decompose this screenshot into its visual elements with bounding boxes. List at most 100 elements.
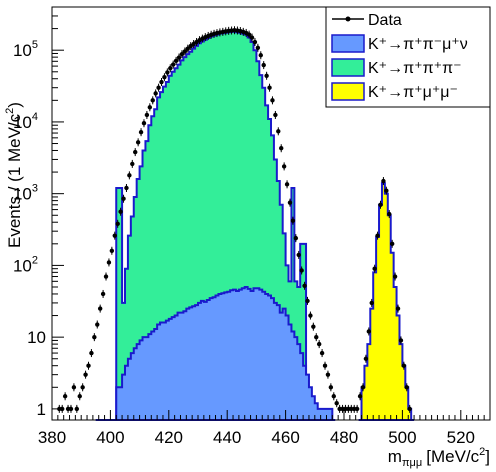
y-tick-label-base: 1 xyxy=(37,400,46,419)
data-point xyxy=(325,372,331,377)
y-tick-label-base: 10 xyxy=(13,185,32,204)
data-point xyxy=(252,39,258,45)
data-point xyxy=(106,260,112,265)
data-point xyxy=(127,173,132,178)
data-point xyxy=(74,406,80,412)
data-point xyxy=(276,129,281,134)
data-point xyxy=(387,211,392,217)
data-point xyxy=(255,45,261,50)
x-axis-title-sub: πμμ xyxy=(402,457,422,469)
data-point xyxy=(179,51,185,57)
x-tick-label: 480 xyxy=(330,428,358,447)
data-point xyxy=(162,75,167,80)
legend-label: Data xyxy=(368,12,402,29)
histogram-k2pimunu xyxy=(95,286,336,421)
data-point xyxy=(369,300,374,306)
x-axis-title-unit: [MeV/c xyxy=(426,447,479,466)
data-point xyxy=(316,341,322,347)
data-point xyxy=(89,350,94,356)
histogram-kpimumu xyxy=(358,182,415,421)
data-point xyxy=(124,185,129,191)
y-tick-label-base: 10 xyxy=(13,113,32,132)
legend-data-marker xyxy=(345,16,351,22)
data-point xyxy=(319,350,325,356)
data-point xyxy=(103,274,109,279)
data-point xyxy=(147,105,153,110)
data-point xyxy=(141,121,147,126)
y-tick-label-exp: 4 xyxy=(32,111,38,123)
data-point xyxy=(83,372,88,377)
data-point xyxy=(144,112,150,118)
data-point xyxy=(302,283,307,288)
data-point xyxy=(354,406,360,412)
data-point xyxy=(381,178,386,184)
data-point xyxy=(322,363,328,368)
data-point xyxy=(357,394,363,399)
data-point xyxy=(378,202,383,207)
data-point xyxy=(185,46,190,51)
data-point xyxy=(273,112,278,118)
data-point xyxy=(168,66,173,71)
data-point xyxy=(392,274,398,279)
data-point xyxy=(150,98,155,103)
x-axis-title-unit-sup: 2 xyxy=(479,446,485,458)
data-point xyxy=(68,406,74,412)
data-point xyxy=(366,329,372,334)
data-point xyxy=(287,200,293,205)
data-point xyxy=(130,161,135,167)
data-point xyxy=(138,129,144,135)
legend-swatch-kpimumu xyxy=(331,82,365,101)
data-point xyxy=(311,324,316,329)
y-tick-label-exp: 5 xyxy=(32,39,38,51)
y-tick-label-base: 10 xyxy=(13,41,32,60)
data-point xyxy=(261,62,266,68)
y-tick-label: 10 xyxy=(27,328,46,347)
data-point xyxy=(100,291,106,297)
data-point xyxy=(389,241,395,247)
data-point xyxy=(135,140,141,145)
data-point xyxy=(86,363,91,368)
y-tick-label-exp: 3 xyxy=(32,183,38,195)
data-point xyxy=(97,306,103,311)
x-tick-label: 520 xyxy=(447,428,475,447)
x-tick-label: 420 xyxy=(155,428,183,447)
data-point xyxy=(153,91,158,96)
x-tick-label: 400 xyxy=(96,428,124,447)
x-axis-title-main: m xyxy=(388,447,402,466)
data-point xyxy=(279,146,284,151)
y-tick-label-exp: 2 xyxy=(32,254,38,266)
data-point xyxy=(398,338,404,343)
data-point xyxy=(308,313,313,318)
data-point xyxy=(165,70,170,75)
x-tick-label: 440 xyxy=(213,428,241,447)
data-point xyxy=(62,394,68,399)
data-point xyxy=(121,196,126,201)
data-point xyxy=(264,73,269,78)
data-point xyxy=(305,298,310,304)
data-point xyxy=(290,218,296,223)
data-point xyxy=(267,85,272,90)
y-axis-title-sup: 2 xyxy=(4,108,16,114)
data-point xyxy=(133,149,138,155)
data-point xyxy=(404,385,409,390)
x-axis-ticks: 380 400 420 440 460 480 500 520 xyxy=(38,410,491,447)
data-point xyxy=(360,385,366,390)
data-point xyxy=(159,79,164,85)
data-point xyxy=(384,188,389,193)
legend-label: K⁺→π⁺π⁻μ⁺ν xyxy=(368,36,468,53)
legend-label: K⁺→π⁺π⁺π⁻ xyxy=(368,60,462,77)
x-axis-title: mπμμ [MeV/c2] xyxy=(388,446,490,469)
x-tick-label: 380 xyxy=(38,428,66,447)
data-point xyxy=(112,233,117,238)
y-tick-label: 104 xyxy=(13,111,38,132)
data-point xyxy=(173,58,179,64)
data-point xyxy=(293,235,299,241)
data-point xyxy=(334,401,339,406)
data-point xyxy=(115,221,120,227)
data-point xyxy=(176,55,182,60)
x-tick-label: 500 xyxy=(388,428,416,447)
data-points-layer xyxy=(57,26,412,413)
data-point xyxy=(80,385,85,390)
